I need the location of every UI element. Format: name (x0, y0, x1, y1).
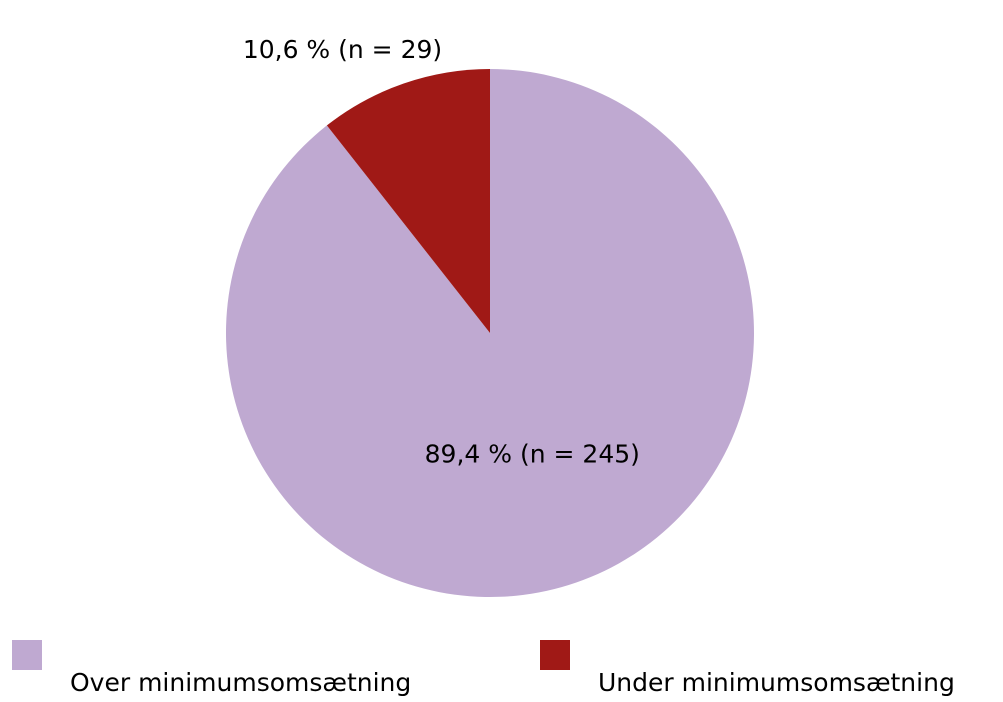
legend-label: Over minimumsomsætning (70, 668, 411, 697)
data-label: 89,4 % (n = 245) (425, 439, 640, 468)
pie-slice (225, 69, 754, 597)
legend-label: Under minimumsomsætning (598, 668, 955, 697)
data-label: 10,6 % (n = 29) (243, 35, 442, 64)
legend-swatch (12, 640, 42, 670)
pie-slice (326, 69, 490, 333)
legend-swatch (540, 640, 570, 670)
